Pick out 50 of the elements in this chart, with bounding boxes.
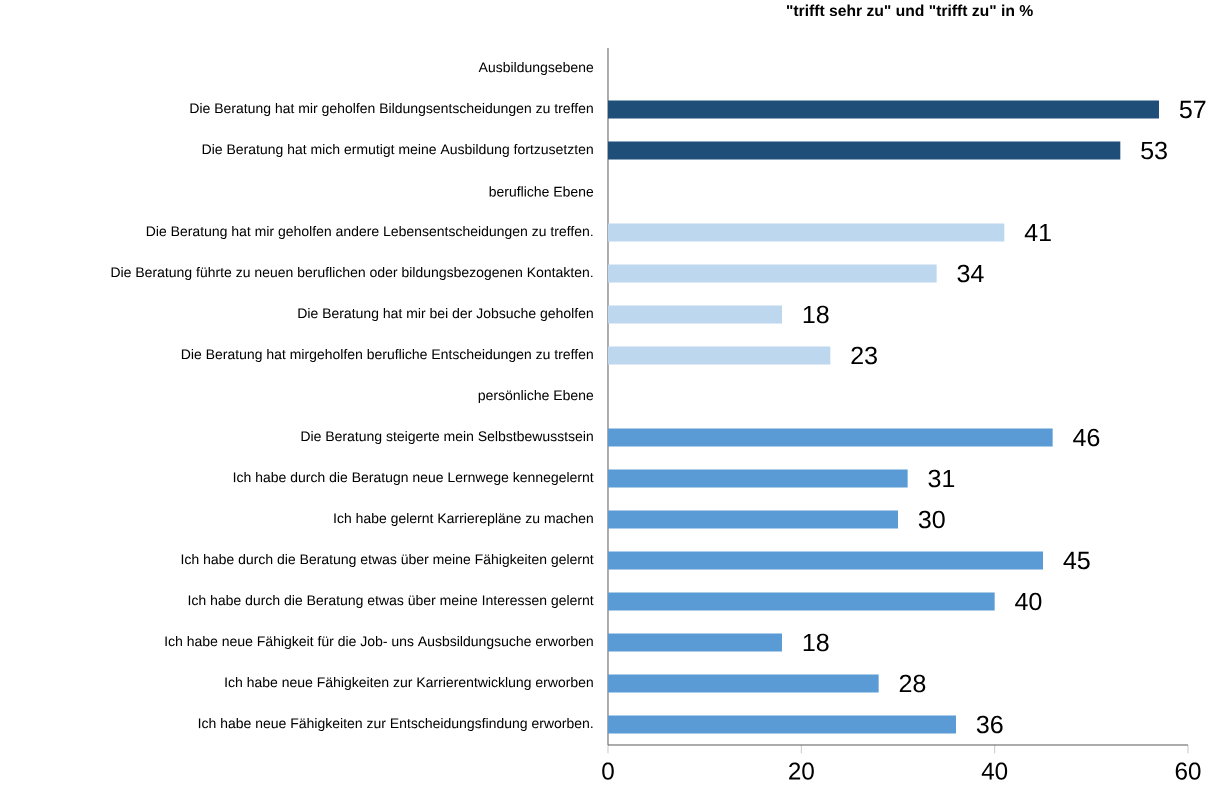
y-tick-label: Die Beratung hat mir bei der Jobsuche geholfen bbox=[298, 307, 593, 322]
x-tick-label: 20 bbox=[789, 762, 814, 780]
y-tick-label: berufliche Ebene bbox=[489, 186, 594, 197]
y-tick-label: persönliche Ebene bbox=[478, 389, 594, 404]
bar bbox=[608, 715, 956, 734]
data-label: 46 bbox=[1073, 428, 1100, 447]
bar bbox=[608, 469, 908, 488]
data-label: 28 bbox=[899, 674, 926, 693]
bar bbox=[608, 264, 937, 283]
y-tick-label: Die Beratung steigerte mein Selbstbewusstsein bbox=[301, 430, 593, 445]
y-tick-label: Die Beratung hat mir geholfen Bildungsentscheidungen zu treffen bbox=[190, 102, 593, 117]
data-label: 36 bbox=[976, 715, 1003, 734]
bar bbox=[608, 592, 995, 611]
bar bbox=[608, 346, 831, 365]
bar bbox=[608, 633, 782, 652]
data-label: 41 bbox=[1024, 223, 1051, 242]
data-label: 31 bbox=[928, 469, 955, 488]
y-tick-label: Die Beratung hat mir geholfen andere Lebensentscheidungen zu treffen. bbox=[146, 225, 593, 240]
data-label: 57 bbox=[1179, 100, 1206, 119]
bar bbox=[608, 223, 1005, 242]
x-tick-label: 40 bbox=[981, 762, 1008, 780]
bar bbox=[608, 100, 1159, 119]
data-label: 18 bbox=[803, 305, 829, 324]
y-tick-label: Ich habe durch die Beratung etwas über meine Interessen gelernt bbox=[188, 594, 594, 609]
y-tick-label: Die Beratung führte zu neuen beruflichen oder bildungsbezogenen Kontakten. bbox=[111, 266, 593, 281]
data-label: 45 bbox=[1063, 551, 1090, 570]
x-tick-label: 0 bbox=[602, 762, 614, 780]
bar bbox=[608, 510, 898, 529]
data-label: 23 bbox=[851, 346, 877, 365]
bar bbox=[608, 305, 782, 324]
y-tick-label: Ich habe durch die Beratung etwas über meine Fähigkeiten gelernt bbox=[181, 553, 594, 568]
data-label: 53 bbox=[1141, 141, 1167, 160]
y-tick-label: Ausbildungsebene bbox=[478, 61, 594, 76]
chart-title: "trifft sehr zu" und "trifft zu" in % bbox=[786, 4, 1033, 17]
data-label: 30 bbox=[918, 510, 945, 529]
data-label: 40 bbox=[1015, 592, 1042, 611]
y-tick-label: Ich habe neue Fähigkeit für die Job- uns Ausbsildungsuche erworben bbox=[165, 635, 593, 650]
bar bbox=[608, 141, 1121, 160]
y-tick-label: Die Beratung hat mich ermutigt meine Ausbildung fortzusetzten bbox=[202, 143, 593, 158]
y-tick-label: Die Beratung hat mirgeholfen berufliche Entscheidungen zu treffen bbox=[181, 348, 593, 363]
x-tick-label: 60 bbox=[1175, 762, 1201, 780]
y-tick-label: Ich habe neue Fähigkeiten zur Karrierentwicklung erworben bbox=[225, 676, 593, 691]
bar bbox=[608, 674, 879, 693]
data-label: 18 bbox=[803, 633, 829, 652]
bar bbox=[608, 551, 1043, 570]
bar bbox=[608, 428, 1053, 447]
y-tick-label: Ich habe neue Fähigkeiten zur Entscheidungsfindung erworben. bbox=[198, 717, 593, 732]
data-label: 34 bbox=[957, 264, 984, 283]
y-tick-label: Ich habe durch die Beratugn neue Lernwege kennegelernt bbox=[233, 471, 594, 486]
y-tick-label: Ich habe gelernt Karrierepläne zu machen bbox=[334, 512, 593, 527]
